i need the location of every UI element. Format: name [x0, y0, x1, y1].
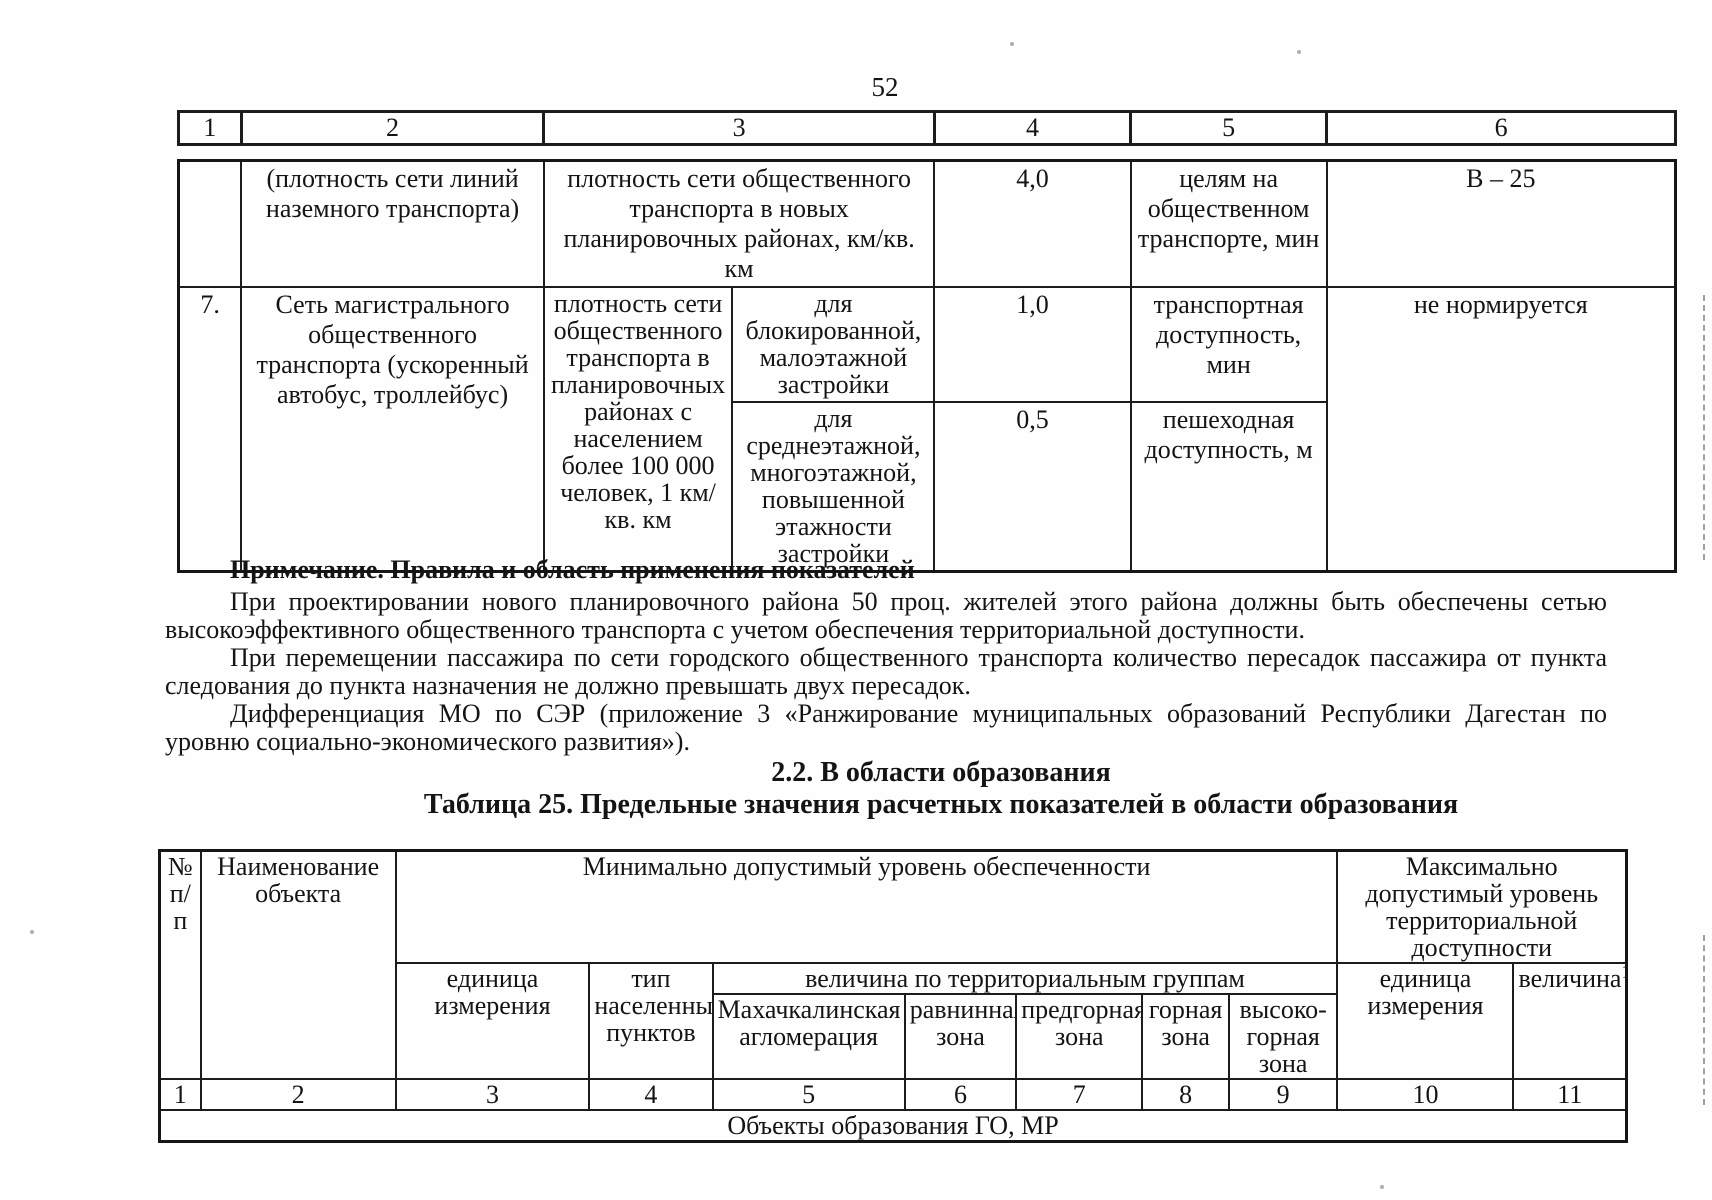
header-value-footnote-marker: 1 [1621, 965, 1624, 981]
row7-name-cell: Сеть магистрального общественного трансп… [240, 286, 545, 573]
header-num-cell: № п/п [158, 849, 202, 1080]
t25-col-number-5: 5 [711, 1078, 906, 1111]
table25-header-row-2: единица измерения тип населенных пунктов… [160, 962, 1628, 1080]
row7-max-cell: не нормируется [1325, 286, 1677, 573]
table25-header-row-1: № п/п Наименование объекта Минимально до… [158, 849, 1628, 1080]
t25-col-number-7: 7 [1015, 1078, 1144, 1111]
header-unit2-cell: единица измерения [1336, 962, 1515, 1080]
section-row-cell: Объекты образования ГО, МР [158, 1109, 1628, 1143]
row7-sub2-building-type-cell: для среднеэтажной, многоэтажной, повышен… [731, 401, 936, 573]
scan-artifact-line [1703, 935, 1705, 1105]
scan-speck [1010, 42, 1014, 46]
table25-section-row: Объекты образования ГО, МР [158, 1109, 1628, 1143]
prev-row-name-cell: (плотность сети линий наземного транспор… [240, 159, 545, 288]
prev-row-num-cell [177, 159, 243, 288]
col-number-6: 6 [1325, 110, 1677, 146]
table-row-prev: (плотность сети линий наземного транспор… [177, 159, 1677, 288]
continuation-table-body: (плотность сети линий наземного транспор… [177, 159, 1677, 573]
header-min-level-cell: Минимально допустимый уровень обеспеченн… [394, 849, 1339, 964]
row7-sub2-value-cell: 0,5 [933, 401, 1132, 573]
zone-plain-cell: равнинная зона [903, 993, 1018, 1080]
t25-col-number-6: 6 [903, 1078, 1018, 1111]
row7-num-cell: 7. [177, 286, 243, 573]
scan-speck [30, 930, 34, 934]
zone-highland-cell: высоко-горная зона [1227, 993, 1339, 1080]
t25-col-number-4: 4 [588, 1078, 714, 1111]
row7-sub1-building-type-cell: для блокированной, малоэтажной застройки [731, 286, 936, 403]
notes-block: Примечание. Правила и область применения… [165, 556, 1607, 756]
prev-row-value-cell: 4,0 [933, 159, 1132, 288]
col-number-2: 2 [239, 110, 546, 146]
t25-col-number-11: 11 [1512, 1078, 1628, 1111]
header-value-label: величина [1518, 964, 1622, 993]
prev-row-max-cell: В – 25 [1325, 159, 1677, 288]
row7-sub1-unit-cell: транспортная доступность, мин [1129, 286, 1328, 403]
row7-sub1-value-cell: 1,0 [933, 286, 1132, 403]
table25-zones-row: Махачкалинская агломерация равнинная зон… [160, 993, 1627, 1080]
row7-sub2-unit-cell: пешеходная доступность, м [1129, 401, 1328, 573]
scan-speck [1297, 50, 1301, 54]
continuation-table-column-numbers: 1 2 3 4 5 6 [177, 110, 1677, 146]
table-row-7-sub2: для среднеэтажной, многоэтажной, повышен… [179, 401, 1676, 573]
table-row-7-sub1: 7. Сеть магистрального общественного тра… [177, 286, 1677, 573]
table25-caption: Таблица 25. Предельные значения расчетны… [423, 789, 1459, 820]
col-number-5: 5 [1129, 110, 1329, 146]
header-settlement-type-cell: тип населенных пунктов [588, 962, 714, 1080]
header-unit-cell: единица измерения [394, 962, 591, 1080]
t25-col-number-9: 9 [1227, 1078, 1339, 1111]
section-heading: 2.2. В области образования [771, 757, 1111, 788]
note-paragraph-1: При проектировании нового планировочного… [165, 587, 1607, 644]
t25-col-number-8: 8 [1141, 1078, 1230, 1111]
zone-makhachkala-cell: Махачкалинская агломерация [711, 993, 906, 1080]
prev-row-indicator-cell: плотность сети общественного транспорта … [542, 159, 936, 288]
table25-column-number-row: 1 2 3 4 5 6 7 8 9 10 11 [158, 1078, 1628, 1111]
col-number-1: 1 [177, 110, 243, 146]
zone-foothill-cell: предгорная зона [1015, 993, 1144, 1080]
notes-title: Примечание. Правила и область применения… [230, 555, 915, 584]
t25-col-number-10: 10 [1336, 1078, 1515, 1111]
table25: № п/п Наименование объекта Минимально до… [158, 849, 1628, 1143]
header-value-cell: величина1 [1512, 962, 1628, 1080]
note-paragraph-3: Дифференциация МО по СЭР (приложение 3 «… [165, 699, 1607, 756]
zone-mountain-cell: горная зона [1141, 993, 1230, 1080]
scan-artifact-line [1703, 295, 1705, 560]
col-number-4: 4 [932, 110, 1133, 146]
t25-col-number-1: 1 [158, 1078, 202, 1111]
t25-col-number-2: 2 [199, 1078, 397, 1111]
header-object-name-cell: Наименование объекта [199, 849, 397, 1080]
page-number: 52 [871, 72, 899, 102]
scan-speck [1380, 1185, 1384, 1189]
header-territorial-groups-cell: величина по территориальным группам [711, 962, 1339, 995]
prev-row-unit-cell: целям на общественном транспорте, мин [1129, 159, 1328, 288]
column-number-row: 1 2 3 4 5 6 [177, 110, 1677, 146]
row7-indicator-cell: плотность сети общественного транспорта … [542, 286, 734, 573]
header-max-level-cell: Максимально допустимый уровень территори… [1336, 849, 1628, 964]
note-paragraph-2: При перемещении пассажира по сети городс… [165, 643, 1607, 700]
t25-col-number-3: 3 [394, 1078, 591, 1111]
col-number-3: 3 [542, 110, 936, 146]
